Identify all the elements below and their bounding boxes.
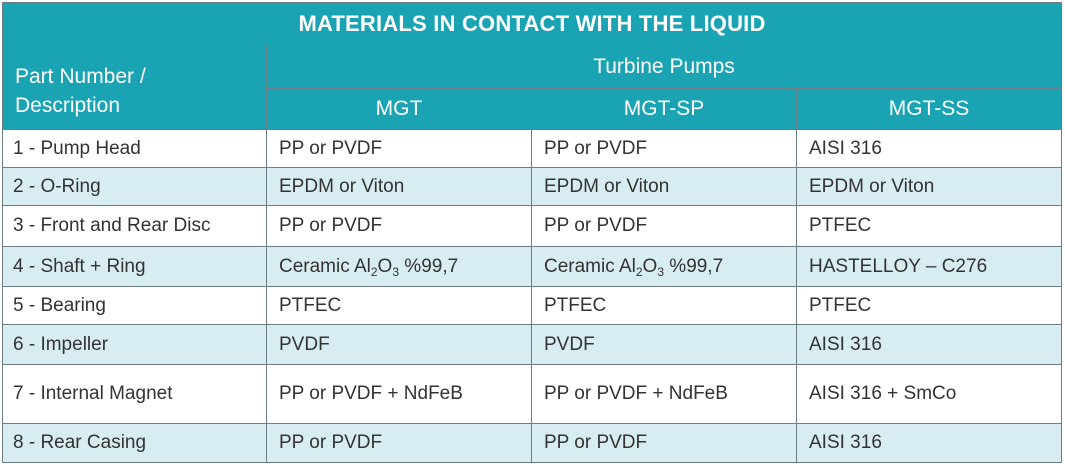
part-header-line1: Part Number /: [15, 65, 146, 88]
model-header-mgt-sp: MGT-SP: [531, 88, 797, 130]
part-header-line2: Description: [15, 94, 121, 117]
formula-prefix: Ceramic Al: [279, 255, 371, 277]
mgt-sp-cell: PP or PVDF: [531, 423, 797, 463]
part-cell: 4 - Shaft + Ring: [2, 246, 267, 287]
table-row: 3 - Front and Rear Disc PP or PVDF PP or…: [2, 205, 1062, 247]
part-description-header: Part Number / Description: [2, 45, 267, 130]
part-cell: 8 - Rear Casing: [2, 423, 267, 463]
formula-subscript: 2: [370, 264, 378, 279]
mgt-ss-cell: AISI 316: [796, 423, 1062, 463]
formula-suffix: %99,7: [664, 255, 724, 277]
mgt-sp-cell: PTFEC: [531, 286, 797, 325]
model-header-mgt-ss: MGT-SS: [796, 88, 1062, 130]
mgt-ss-cell: HASTELLOY – C276: [796, 246, 1062, 287]
table-row: 8 - Rear Casing PP or PVDF PP or PVDF AI…: [2, 423, 1062, 463]
mgt-ss-cell: AISI 316: [796, 324, 1062, 365]
part-cell: 6 - Impeller: [2, 324, 267, 365]
model-header-mgt: MGT: [266, 88, 532, 130]
part-cell: 5 - Bearing: [2, 286, 267, 325]
materials-table: MATERIALS IN CONTACT WITH THE LIQUID Par…: [2, 2, 1062, 463]
turbine-pumps-header: Turbine Pumps: [266, 45, 1062, 89]
formula-subscript: 3: [392, 264, 400, 279]
mgt-sp-cell: Ceramic Al2O3 %99,7: [531, 246, 797, 287]
mgt-cell: PVDF: [266, 324, 532, 365]
mgt-sp-cell: PVDF: [531, 324, 797, 365]
part-cell: 7 - Internal Magnet: [2, 364, 267, 424]
part-cell: 1 - Pump Head: [2, 129, 267, 168]
table-row: 2 - O-Ring EPDM or Viton EPDM or Viton E…: [2, 167, 1062, 206]
mgt-cell: PP or PVDF: [266, 205, 532, 247]
table-title: MATERIALS IN CONTACT WITH THE LIQUID: [2, 2, 1062, 46]
table-row: 4 - Shaft + Ring Ceramic Al2O3 %99,7 Cer…: [2, 246, 1062, 287]
formula-element: O: [642, 255, 658, 277]
mgt-sp-cell: PP or PVDF + NdFeB: [531, 364, 797, 424]
part-cell: 2 - O-Ring: [2, 167, 267, 206]
mgt-cell: PP or PVDF: [266, 129, 532, 168]
mgt-ss-cell: PTFEC: [796, 286, 1062, 325]
part-cell: 3 - Front and Rear Disc: [2, 205, 267, 247]
table-row: 6 - Impeller PVDF PVDF AISI 316: [2, 324, 1062, 365]
mgt-sp-cell: EPDM or Viton: [531, 167, 797, 206]
mgt-sp-cell: PP or PVDF: [531, 129, 797, 168]
mgt-cell: PP or PVDF: [266, 423, 532, 463]
mgt-ss-cell: EPDM or Viton: [796, 167, 1062, 206]
table-row: 1 - Pump Head PP or PVDF PP or PVDF AISI…: [2, 129, 1062, 168]
mgt-cell: EPDM or Viton: [266, 167, 532, 206]
mgt-ss-cell: AISI 316 + SmCo: [796, 364, 1062, 424]
table-row: 5 - Bearing PTFEC PTFEC PTFEC: [2, 286, 1062, 325]
formula-subscript: 2: [635, 264, 643, 279]
formula-suffix: %99,7: [399, 255, 459, 277]
formula-prefix: Ceramic Al: [544, 255, 636, 277]
mgt-cell: PTFEC: [266, 286, 532, 325]
mgt-ss-cell: PTFEC: [796, 205, 1062, 247]
mgt-ss-cell: AISI 316: [796, 129, 1062, 168]
formula-subscript: 3: [657, 264, 665, 279]
table-row: 7 - Internal Magnet PP or PVDF + NdFeB P…: [2, 364, 1062, 424]
mgt-cell: PP or PVDF + NdFeB: [266, 364, 532, 424]
formula-element: O: [377, 255, 393, 277]
mgt-sp-cell: PP or PVDF: [531, 205, 797, 247]
mgt-cell: Ceramic Al2O3 %99,7: [266, 246, 532, 287]
